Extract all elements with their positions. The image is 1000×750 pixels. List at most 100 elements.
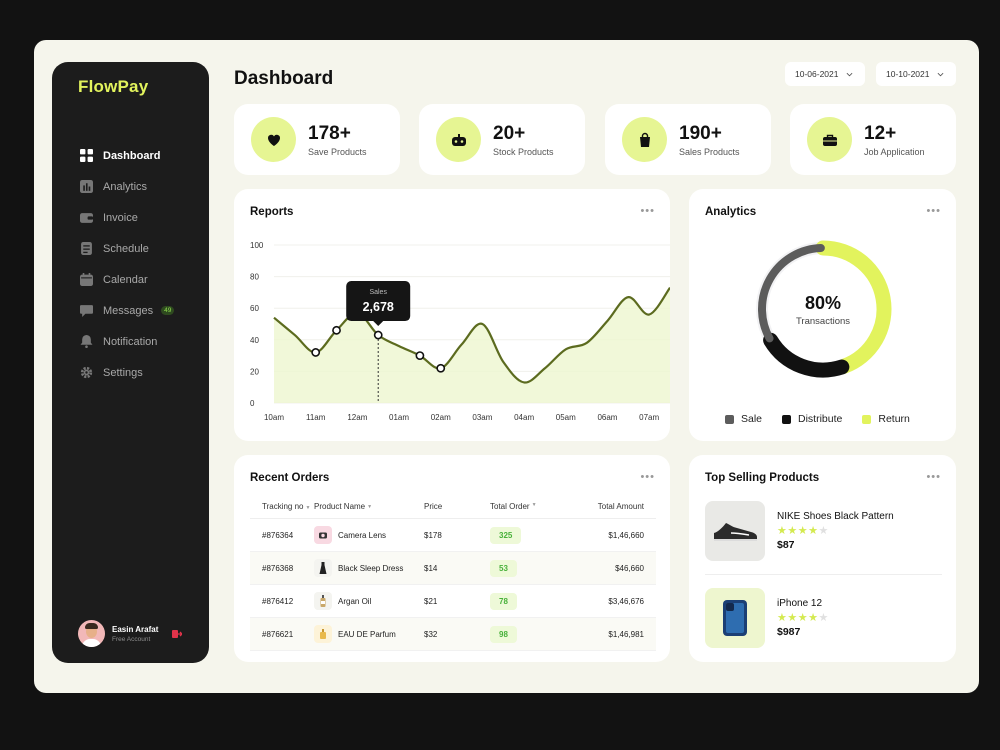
sidebar-nav: Dashboard Analytics Invoice Schedule Cal… xyxy=(80,140,200,388)
table-row[interactable]: #876364 Camera Lens $178 325 $1,46,660 xyxy=(250,519,656,552)
total-order-cell: 78 xyxy=(490,592,566,610)
donut-center-label: Transactions xyxy=(795,316,851,327)
product-cell: Black Sleep Dress xyxy=(314,559,424,577)
y-tick-label: 80 xyxy=(250,273,259,282)
more-options-icon[interactable]: ••• xyxy=(926,205,941,217)
data-point xyxy=(415,351,425,360)
sidebar-item-label: Dashboard xyxy=(103,149,161,162)
table-row[interactable]: #876368 Black Sleep Dress $14 53 $46,660 xyxy=(250,552,656,585)
legend-swatch xyxy=(725,414,734,424)
sidebar-item-label: Invoice xyxy=(103,211,138,224)
stat-label: Stock Products xyxy=(493,146,554,157)
amount-cell: $46,660 xyxy=(615,563,644,573)
stat-value: 190+ xyxy=(679,122,722,144)
legend-label: Return xyxy=(878,413,910,425)
sidebar-item-invoice[interactable]: Invoice xyxy=(80,202,200,233)
x-tick-label: 03am xyxy=(472,413,492,422)
logout-icon[interactable] xyxy=(172,629,182,639)
table-row[interactable]: #876412 Argan Oil $21 78 $3,46,676 xyxy=(250,585,656,618)
table-row[interactable]: #876621 EAU DE Parfum $32 98 $1,46,981 xyxy=(250,618,656,651)
bell-icon xyxy=(80,335,93,348)
sidebar-item-label: Settings xyxy=(103,366,143,379)
data-point xyxy=(332,325,341,335)
more-options-icon[interactable]: ••• xyxy=(926,471,941,483)
shoe-icon xyxy=(705,501,765,561)
sidebar-item-label: Analytics xyxy=(103,180,148,193)
col-total-amount[interactable]: Total Amount xyxy=(597,502,644,511)
donut-segment-distribute xyxy=(763,332,850,378)
grid-icon xyxy=(80,149,93,162)
tooltip-box xyxy=(346,281,411,322)
stat-card-job-application[interactable]: 12+ Job Application xyxy=(790,104,956,175)
y-tick-label: 100 xyxy=(250,241,264,250)
price-cell: $32 xyxy=(424,629,438,639)
stat-label: Save Products xyxy=(308,146,367,157)
table-header: Tracking no ▼ Product Name ▼ Price Total O… xyxy=(250,495,656,519)
more-options-icon[interactable]: ••• xyxy=(640,471,655,483)
product-name: NIKE Shoes Black Pattern xyxy=(777,511,894,522)
sidebar-item-calendar[interactable]: Calendar xyxy=(80,264,200,295)
briefcase-icon xyxy=(807,117,852,162)
legend-item-sale: Sale xyxy=(725,413,762,425)
calendar-icon xyxy=(80,273,93,286)
total-order-cell: 98 xyxy=(490,625,566,643)
amount-cell: $3,46,676 xyxy=(608,596,644,606)
sidebar-item-dashboard[interactable]: Dashboard xyxy=(80,140,200,171)
rating-stars: ★★★★★ xyxy=(777,612,829,624)
wallet-icon xyxy=(80,211,93,224)
analytics-donut-chart xyxy=(756,240,892,378)
product-name: iPhone 12 xyxy=(777,598,823,609)
legend-label: Distribute xyxy=(798,413,843,425)
page-title: Dashboard xyxy=(234,68,334,89)
donut-segment-sale xyxy=(758,244,825,343)
sort-icon: ▼ xyxy=(305,505,311,511)
reports-card: Reports ••• 0 20 40 60 80 100 10am 11am 12am 01am… xyxy=(234,189,670,441)
camera-icon xyxy=(314,526,332,544)
y-tick-label: 20 xyxy=(250,367,259,376)
orders-title: Recent Orders xyxy=(250,472,330,484)
stat-card-stock-products[interactable]: 20+ Stock Products xyxy=(419,104,585,175)
more-options-icon[interactable]: ••• xyxy=(640,205,655,217)
sidebar-item-schedule[interactable]: Schedule xyxy=(80,233,200,264)
sort-icon: ▼ xyxy=(531,502,537,508)
sidebar-item-notification[interactable]: Notification xyxy=(80,326,200,357)
perfume-icon xyxy=(314,625,332,643)
user-profile[interactable]: Easin Arafat Free Account xyxy=(78,620,158,647)
dress-icon xyxy=(314,559,332,577)
phone-icon xyxy=(705,588,765,648)
x-tick-label: 07am xyxy=(639,413,659,422)
legend-swatch xyxy=(782,414,792,424)
donut-center-value: 80% xyxy=(804,293,842,313)
sidebar: FlowPay Dashboard Analytics Invoice Sche… xyxy=(52,62,209,663)
sidebar-item-label: Calendar xyxy=(103,273,148,286)
product-item[interactable]: iPhone 12 ★★★★★ $987 xyxy=(705,588,829,648)
app-logo[interactable]: FlowPay xyxy=(78,77,149,96)
tracking-cell: #876412 xyxy=(262,596,294,606)
x-tick-label: 05am xyxy=(556,413,576,422)
x-tick-label: 02am xyxy=(431,413,451,422)
analytics-legend: Sale Distribute Return xyxy=(725,413,930,425)
date-from-picker[interactable]: 10-06-2021 xyxy=(785,62,865,86)
stat-card-sales-products[interactable]: 190+ Sales Products xyxy=(605,104,771,175)
sort-icon: ▼ xyxy=(367,503,373,510)
stat-card-save-products[interactable]: 178+ Save Products xyxy=(234,104,400,175)
sidebar-item-settings[interactable]: Settings xyxy=(80,357,200,388)
sidebar-item-analytics[interactable]: Analytics xyxy=(80,171,200,202)
date-to-picker[interactable]: 10-10-2021 xyxy=(876,62,956,86)
product-item[interactable]: NIKE Shoes Black Pattern ★★★★★ $87 xyxy=(705,501,894,561)
amount-cell: $1,46,981 xyxy=(608,629,644,639)
data-point xyxy=(373,330,383,340)
messages-count-badge: 49 xyxy=(161,306,175,315)
data-point xyxy=(436,363,446,373)
divider xyxy=(705,574,942,575)
col-total-order[interactable]: Total Order ▼ xyxy=(490,502,537,511)
col-tracking[interactable]: Tracking no ▼ xyxy=(262,502,311,511)
price-cell: $178 xyxy=(424,530,442,540)
col-product[interactable]: Product Name ▼ xyxy=(314,502,373,511)
col-price[interactable]: Price xyxy=(424,502,443,511)
orders-table: Tracking no ▼ Product Name ▼ Price Total O… xyxy=(250,495,656,651)
x-tick-label: 10am xyxy=(264,413,284,422)
bar-chart-icon xyxy=(80,180,93,193)
y-tick-label: 40 xyxy=(250,336,259,345)
sidebar-item-messages[interactable]: Messages 49 xyxy=(80,295,200,326)
